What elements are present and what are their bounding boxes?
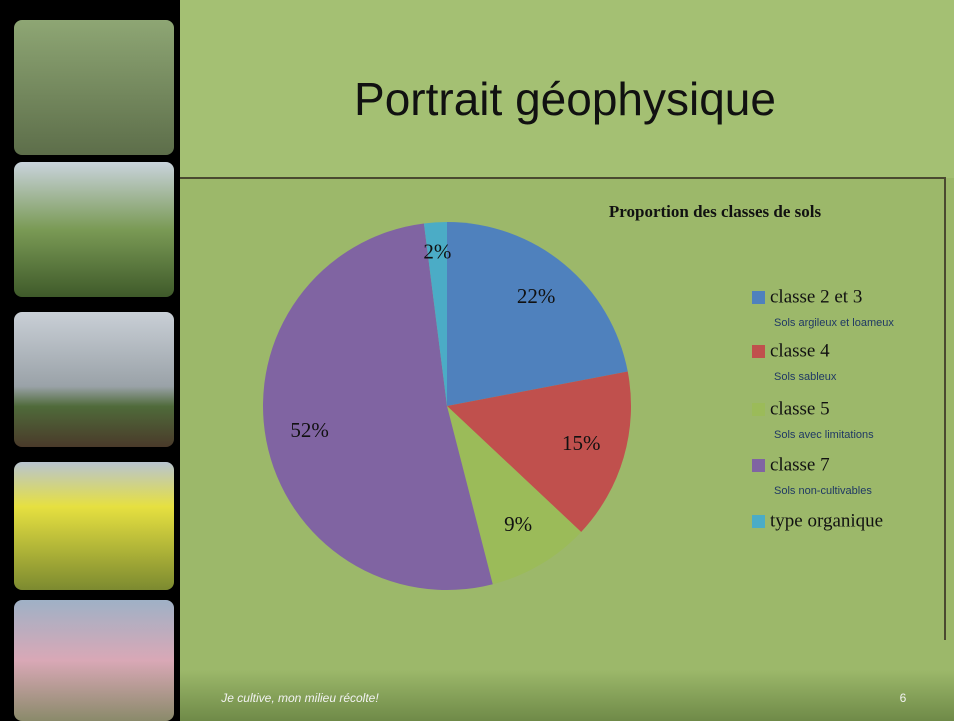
legend-swatch xyxy=(752,515,765,528)
chart-title: Proportion des classes de sols xyxy=(609,202,822,221)
data-label: 22% xyxy=(517,284,556,308)
pie-slice xyxy=(423,222,447,406)
slide-title: Portrait géophysique xyxy=(354,73,776,125)
title-area xyxy=(180,0,954,178)
photo xyxy=(14,312,174,447)
pie-slice xyxy=(447,371,631,532)
data-label: 2% xyxy=(423,239,451,263)
data-label: 15% xyxy=(562,431,601,455)
legend-swatch xyxy=(752,291,765,304)
data-label: 52% xyxy=(290,418,329,442)
legend-swatch xyxy=(752,345,765,358)
legend-label: type organique xyxy=(770,510,883,531)
legend-description: Sols non-cultivables xyxy=(774,485,872,497)
photo xyxy=(14,162,174,297)
legend-label: classe 5 xyxy=(770,398,830,419)
legend-swatch xyxy=(752,403,765,416)
pie-slice xyxy=(447,406,582,585)
legend-label: classe 2 et 3 xyxy=(770,286,862,307)
footer: Je cultive, mon milieu récolte! xyxy=(220,691,379,705)
photo xyxy=(14,20,174,155)
photo xyxy=(14,462,174,590)
photo xyxy=(14,600,174,721)
legend-description: Sols sableux xyxy=(774,371,837,383)
pie-slice xyxy=(447,222,628,406)
pie-slice xyxy=(262,223,493,591)
legend-label: classe 7 xyxy=(770,454,830,475)
legend-description: Sols argileux et loameux xyxy=(774,317,894,329)
legend-swatch xyxy=(752,459,765,472)
legend-label: classe 4 xyxy=(770,340,830,361)
footer-band xyxy=(180,670,954,721)
data-label: 9% xyxy=(504,512,532,536)
legend-description: Sols avec limitations xyxy=(774,429,874,441)
page-number: 6 xyxy=(900,691,907,705)
